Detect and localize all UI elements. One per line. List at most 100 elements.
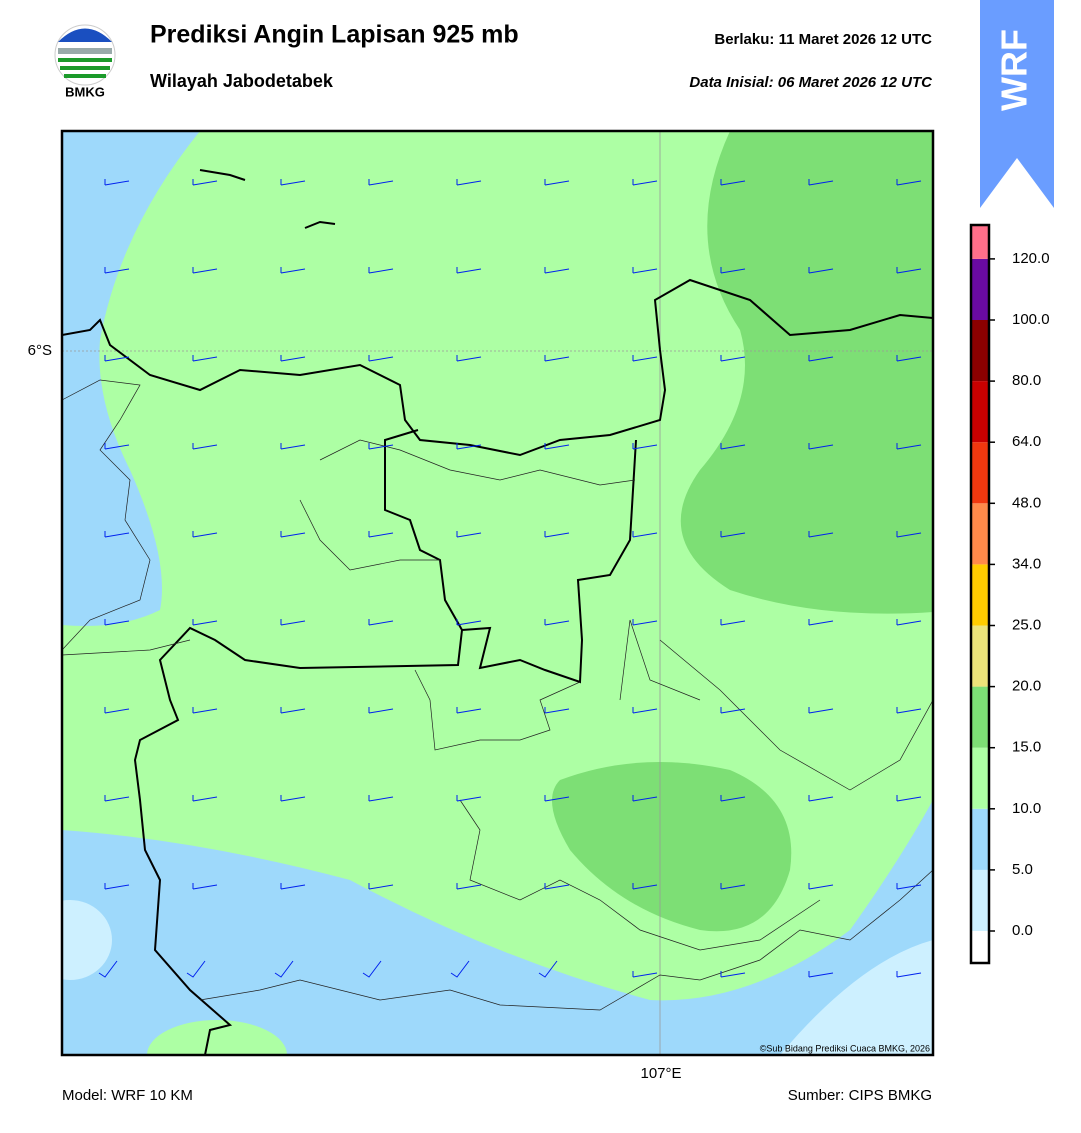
colorbar-tick-label: 10.0 xyxy=(1012,800,1041,817)
colorbar-frame xyxy=(969,223,991,965)
wind-barb xyxy=(544,267,570,274)
wind-barb xyxy=(368,267,394,274)
model: Model: WRF 10 KM xyxy=(62,1087,193,1104)
wind-barb xyxy=(632,267,658,274)
wind-barb xyxy=(456,531,482,538)
colorbar-segment xyxy=(971,503,989,565)
wind-barb xyxy=(104,619,130,626)
wind-barb xyxy=(280,883,306,890)
logo-text: BMKG xyxy=(65,84,105,99)
wind-barb xyxy=(456,795,482,802)
wind-barb xyxy=(720,707,746,714)
colorbar-segment xyxy=(971,869,989,931)
colorbar-tick-label: 25.0 xyxy=(1012,616,1041,633)
badge xyxy=(980,0,1054,208)
wind-barb xyxy=(280,531,306,538)
wind-barb xyxy=(280,707,306,714)
wind-barb xyxy=(544,883,570,890)
wind-barb xyxy=(632,619,658,626)
wind-barb xyxy=(720,267,746,274)
wind-barb xyxy=(538,960,558,978)
wind-barb xyxy=(632,971,658,978)
wind-barb xyxy=(280,443,306,450)
wind-barb xyxy=(808,619,834,626)
colorbar-segment xyxy=(971,564,989,626)
wind-barb xyxy=(896,971,922,978)
wind-barb xyxy=(362,960,382,978)
wind-barb xyxy=(368,179,394,186)
wind-barb xyxy=(896,355,922,362)
wind-barb xyxy=(280,267,306,274)
colorbar-segment xyxy=(971,442,989,504)
wind-barb xyxy=(456,267,482,274)
init-time: Data Inisial: 06 Maret 2026 12 UTC xyxy=(689,74,933,91)
wind-barb xyxy=(192,795,218,802)
wind-barb xyxy=(192,619,218,626)
wind-barb xyxy=(104,883,130,890)
wind-barb xyxy=(192,707,218,714)
wind-barb xyxy=(274,960,294,978)
lon-label: 107°E xyxy=(640,1065,681,1082)
wind-barb xyxy=(632,179,658,186)
colorbar-tick-label: 64.0 xyxy=(1012,433,1041,450)
colorbar-tick-label: 15.0 xyxy=(1012,739,1041,756)
source: Sumber: CIPS BMKG xyxy=(788,1087,932,1104)
wind-barb xyxy=(544,795,570,802)
wind-barb xyxy=(896,531,922,538)
wind-barb xyxy=(192,883,218,890)
wind-barb xyxy=(632,883,658,890)
colorbar-segment xyxy=(971,320,989,382)
wind-barb xyxy=(896,795,922,802)
wind-barb xyxy=(808,883,834,890)
wind-barb xyxy=(632,795,658,802)
wind-barb xyxy=(104,267,130,274)
wind-barb xyxy=(104,531,130,538)
wind-barb xyxy=(450,960,470,978)
wind-barb xyxy=(104,443,130,450)
wind-barb xyxy=(368,707,394,714)
wind-barb xyxy=(368,795,394,802)
wind-barb xyxy=(896,179,922,186)
wind-barb xyxy=(104,355,130,362)
colorbar-segment xyxy=(971,625,989,687)
wind-barb xyxy=(896,707,922,714)
wind-barb xyxy=(456,619,482,626)
colorbar-tick-label: 120.0 xyxy=(1012,250,1050,267)
wind-barb xyxy=(720,971,746,978)
wind-barb xyxy=(192,179,218,186)
valid-time: Berlaku: 11 Maret 2026 12 UTC xyxy=(714,31,932,48)
wind-barb xyxy=(544,707,570,714)
wind-barb xyxy=(544,179,570,186)
wind-barb xyxy=(720,619,746,626)
wind-barb xyxy=(368,355,394,362)
wind-barb xyxy=(192,443,218,450)
colorbar-segment xyxy=(971,225,989,259)
wind-barb xyxy=(456,443,482,450)
wind-barb xyxy=(808,707,834,714)
wind-barb xyxy=(456,179,482,186)
copyright: ©Sub Bidang Prediksi Cuaca BMKG, 2026 xyxy=(760,1043,930,1053)
colorbar-segment xyxy=(971,747,989,809)
wind-barb xyxy=(544,619,570,626)
wind-barb xyxy=(456,707,482,714)
wind-barb xyxy=(720,531,746,538)
colorbar-tick-label: 48.0 xyxy=(1012,494,1041,511)
wind-barbs xyxy=(98,179,922,978)
colorbar-tick-label: 100.0 xyxy=(1012,311,1050,328)
colorbar-segment xyxy=(971,686,989,748)
wind-barb xyxy=(632,355,658,362)
wind-barb xyxy=(368,883,394,890)
colorbar: 0.0 5.0 10.0 15.0 20.0 25.0 34.0 48.0 64.0 80.0 10… xyxy=(969,223,1050,965)
wind-barb xyxy=(720,443,746,450)
title: Prediksi Angin Lapisan 925 mb xyxy=(150,21,519,49)
wind-barb xyxy=(896,443,922,450)
wind-barb xyxy=(808,795,834,802)
badge-text: WRF xyxy=(994,29,1035,111)
map: ©Sub Bidang Prediksi Cuaca BMKG, 2026 xyxy=(62,131,933,1055)
colorbar-segment xyxy=(971,258,989,320)
wind-barb xyxy=(896,619,922,626)
wind-barb xyxy=(632,531,658,538)
wind-barb xyxy=(280,179,306,186)
wind-barb xyxy=(808,355,834,362)
